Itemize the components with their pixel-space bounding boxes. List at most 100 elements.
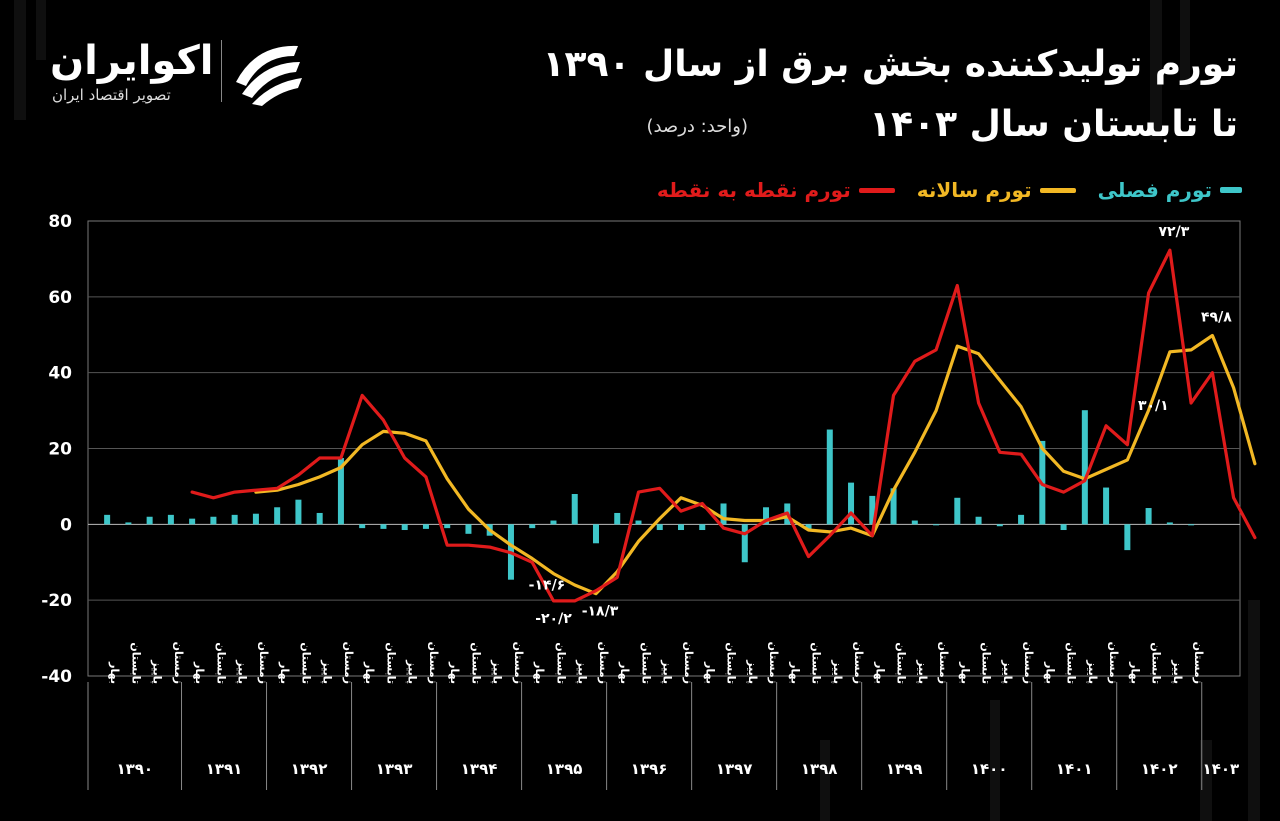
bar-quarterly xyxy=(529,524,536,529)
bar-quarterly xyxy=(550,520,557,525)
bar-quarterly xyxy=(465,524,472,534)
bar-quarterly xyxy=(656,524,663,531)
y-tick-label: 40 xyxy=(48,364,72,384)
x-year-label: ۱۴۰۰ xyxy=(971,760,1008,778)
bar-quarterly xyxy=(444,524,451,529)
x-tick-label: بهار xyxy=(1043,661,1056,684)
bar-quarterly xyxy=(1060,524,1067,531)
logo-tagline: تصویر اقتصاد ایران xyxy=(52,86,171,104)
x-year-label: ۱۳۹۰ xyxy=(116,760,153,778)
x-tick-label: پاییز xyxy=(321,659,334,684)
y-tick-label: 0 xyxy=(60,515,72,535)
x-tick-label: بهار xyxy=(193,661,206,684)
data-label: ۴۹/۸ xyxy=(1201,310,1232,326)
bar-quarterly xyxy=(869,495,876,525)
x-year-label: ۱۳۹۶ xyxy=(631,760,668,778)
x-tick-label: تابستان xyxy=(980,642,993,684)
y-tick-label: 80 xyxy=(48,212,72,232)
x-tick-label: بهار xyxy=(533,661,546,684)
bar-quarterly xyxy=(848,482,855,525)
x-tick-label: تابستان xyxy=(1150,642,1163,684)
x-tick-label: بهار xyxy=(448,661,461,684)
bar-quarterly xyxy=(911,520,918,525)
x-tick-label: پاییز xyxy=(236,659,249,684)
x-tick-label: پاییز xyxy=(746,659,759,684)
bar-quarterly xyxy=(104,514,111,525)
x-year-label: ۱۳۹۹ xyxy=(886,760,923,778)
x-year-label: ۱۳۹۴ xyxy=(461,760,498,778)
bar-quarterly xyxy=(125,522,132,525)
x-tick-label: تابستان xyxy=(469,642,482,684)
bar-quarterly xyxy=(1103,487,1110,525)
bar-quarterly xyxy=(996,524,1003,527)
bar-quarterly xyxy=(146,516,153,525)
x-tick-label: پاییز xyxy=(831,659,844,684)
legend-label-quarterly: تورم فصلی xyxy=(1097,178,1212,202)
x-tick-label: پاییز xyxy=(916,659,929,684)
x-tick-label: بهار xyxy=(958,661,971,684)
x-tick-label: زمستان xyxy=(767,642,780,684)
bar-quarterly xyxy=(1124,524,1131,551)
x-tick-label: پاییز xyxy=(1086,659,1099,684)
legend-swatch-quarterly xyxy=(1220,187,1242,193)
bar-quarterly xyxy=(380,524,387,529)
x-year-label: ۱۳۹۳ xyxy=(376,760,413,778)
x-year-label: ۱۳۹۱ xyxy=(206,760,243,778)
legend-swatch-point-to-point xyxy=(858,187,895,193)
bar-quarterly xyxy=(359,524,366,529)
x-tick-label: بهار xyxy=(873,661,886,684)
bar-quarterly xyxy=(933,524,940,526)
x-tick-label: تابستان xyxy=(554,642,567,684)
legend-item-point-to-point: تورم نقطه به نقطه xyxy=(657,178,895,202)
bar-quarterly xyxy=(401,524,408,531)
x-tick-label: تابستان xyxy=(725,642,738,684)
x-tick-label: تابستان xyxy=(895,642,908,684)
bar-quarterly xyxy=(699,524,706,531)
x-tick-label: زمستان xyxy=(427,642,440,684)
x-year-label: ۱۳۹۲ xyxy=(291,760,328,778)
chart-title-line2: تا تابستان سال ۱۴۰۳ xyxy=(869,104,1238,145)
x-tick-label: زمستان xyxy=(937,642,950,684)
x-tick-label: زمستان xyxy=(512,642,525,684)
data-label: ۷۲/۳ xyxy=(1158,224,1189,240)
x-tick-label: زمستان xyxy=(597,642,610,684)
data-label: -۱۴/۶ xyxy=(529,578,566,594)
data-label: -۱۸/۳ xyxy=(582,604,619,620)
logo-divider xyxy=(221,40,222,102)
legend-swatch-annual xyxy=(1039,187,1076,193)
bar-quarterly xyxy=(805,524,812,531)
bar-quarterly xyxy=(1145,508,1152,525)
x-tick-label: زمستان xyxy=(1022,642,1035,684)
x-tick-label: تابستان xyxy=(299,642,312,684)
y-tick-label: -20 xyxy=(41,591,72,611)
bar-quarterly xyxy=(231,514,238,525)
data-label: ۳۰/۱ xyxy=(1138,398,1169,414)
bar-quarterly xyxy=(210,516,217,525)
line-annual xyxy=(254,333,1257,596)
x-tick-label: تابستان xyxy=(384,642,397,684)
data-label: -۲۰/۲ xyxy=(535,611,572,627)
bar-quarterly xyxy=(635,520,642,525)
x-tick-label: تابستان xyxy=(810,642,823,684)
bar-quarterly xyxy=(422,524,429,529)
x-year-label: ۱۴۰۳ xyxy=(1203,760,1240,778)
x-year-label: ۱۳۹۵ xyxy=(546,760,583,778)
x-tick-label: بهار xyxy=(788,661,801,684)
x-year-label: ۱۴۰۲ xyxy=(1141,760,1178,778)
bar-quarterly xyxy=(316,512,323,525)
x-tick-label: بهار xyxy=(1128,661,1141,684)
bar-quarterly xyxy=(826,429,833,525)
legend-label-annual: تورم سالانه xyxy=(916,178,1032,202)
chart-unit-note: (واحد: درصد) xyxy=(646,116,748,137)
x-year-label: ۱۳۹۸ xyxy=(801,760,838,778)
x-tick-label: زمستان xyxy=(1107,642,1120,684)
x-tick-label: پاییز xyxy=(491,659,504,684)
x-tick-label: بهار xyxy=(618,661,631,684)
x-tick-label: زمستان xyxy=(682,642,695,684)
bar-quarterly xyxy=(592,524,599,544)
y-tick-label: 20 xyxy=(48,440,72,460)
bar-quarterly xyxy=(189,518,196,525)
x-tick-label: زمستان xyxy=(172,642,185,684)
